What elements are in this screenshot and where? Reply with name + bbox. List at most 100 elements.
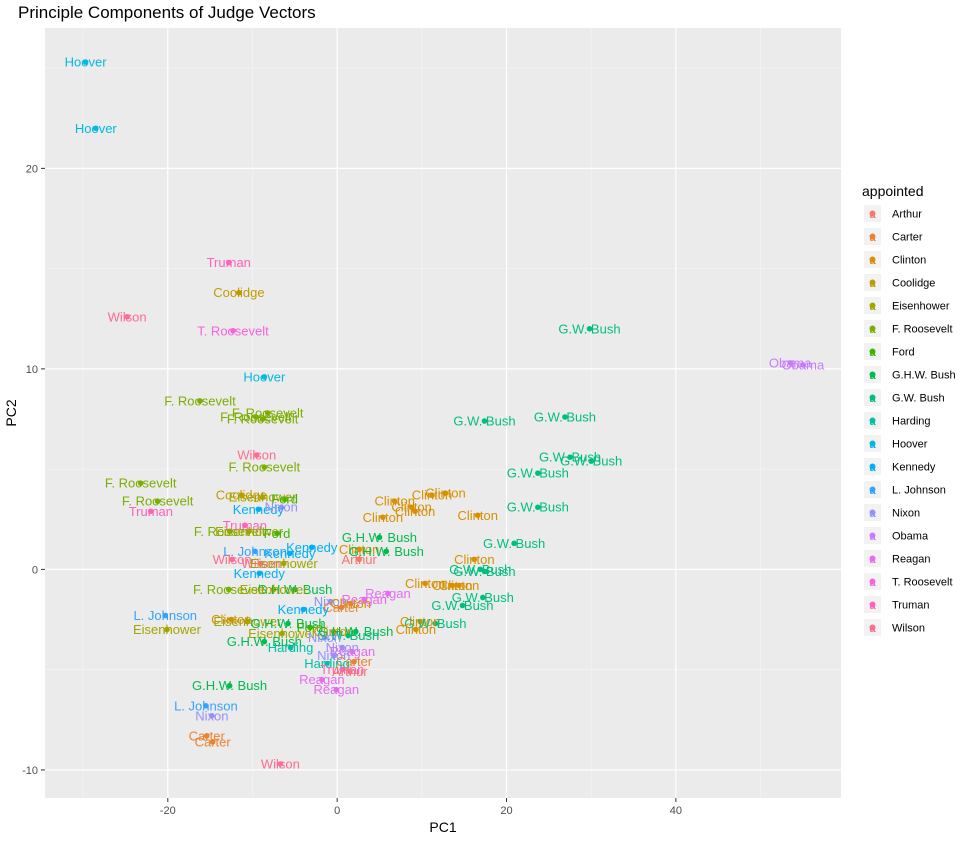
data-label: Clinton <box>457 508 497 523</box>
legend-point <box>869 440 876 447</box>
data-label: G.W. Bush <box>317 628 379 643</box>
data-label: Nixon <box>195 708 228 723</box>
data-point <box>256 570 263 577</box>
data-point <box>356 546 362 553</box>
data-label: Carter <box>323 600 360 615</box>
data-point <box>226 528 233 535</box>
legend-title: appointed <box>862 183 924 199</box>
data-label: Clinton <box>454 552 494 567</box>
data-point <box>319 676 325 683</box>
data-label: F. Roosevelt <box>193 582 265 597</box>
data-label: Reagan <box>299 672 345 687</box>
data-label: G.W. Bush <box>507 500 569 515</box>
data-point <box>162 612 169 619</box>
data-label: Kennedy <box>286 540 338 555</box>
data-label: F. Roosevelt <box>164 393 236 408</box>
data-label: G.W. Bush <box>449 562 511 577</box>
data-label: G.H.W. Bush <box>349 544 424 559</box>
legend-label: Arthur <box>892 209 922 221</box>
data-point <box>349 648 356 655</box>
data-point <box>347 600 354 607</box>
data-point <box>456 582 462 589</box>
data-point <box>321 634 328 641</box>
legend-glyph: a <box>869 416 876 428</box>
data-point <box>586 325 593 332</box>
data-label: Truman <box>223 518 267 533</box>
legend-glyph: a <box>869 462 876 474</box>
data-point <box>286 550 293 557</box>
data-label: G.H.W. Bush <box>192 678 267 693</box>
data-point <box>225 586 232 593</box>
data-point <box>203 733 210 739</box>
legend-label: Ford <box>892 347 915 359</box>
data-label: Arthur <box>332 664 368 679</box>
data-label: Wilson <box>237 448 276 463</box>
data-label: Clinton <box>439 578 479 593</box>
data-label: Arthur <box>341 552 377 567</box>
data-point <box>300 606 307 613</box>
data-point <box>347 668 353 675</box>
legend-point <box>869 486 876 493</box>
legend-point <box>869 371 876 378</box>
data-label: Ford <box>297 620 324 635</box>
data-label: Wilson <box>213 552 252 567</box>
data-label: G.W. Bush <box>404 616 466 631</box>
data-label: G.W. Bush <box>431 598 493 613</box>
legend-point <box>869 555 876 562</box>
data-point <box>281 560 287 567</box>
data-label: G.W. Bush <box>539 450 601 465</box>
data-point <box>137 480 144 486</box>
legend-point <box>869 256 876 263</box>
data-point <box>481 568 488 575</box>
data-point <box>278 504 285 511</box>
data-point <box>474 512 481 519</box>
data-label: Kennedy <box>264 546 316 561</box>
data-label: Reagan <box>341 592 387 607</box>
data-point <box>588 458 594 464</box>
legend-glyph: a <box>869 554 876 566</box>
data-point <box>383 548 390 555</box>
data-point <box>253 414 259 420</box>
y-tick-label: 10 <box>26 364 38 376</box>
legend-label: Carter <box>892 232 923 244</box>
chart-title: Principle Components of Judge Vectors <box>18 3 316 22</box>
legend-glyph: a <box>869 255 876 267</box>
data-point <box>345 632 351 639</box>
data-point <box>259 416 266 422</box>
data-point <box>459 602 466 609</box>
data-point <box>270 586 277 593</box>
y-tick-label: 0 <box>32 564 38 576</box>
data-label: Obama <box>769 355 812 370</box>
data-point <box>226 682 233 689</box>
legend-point <box>869 394 876 401</box>
data-label: Eisenhower <box>250 556 319 571</box>
data-label: F. Roosevelt <box>122 494 194 509</box>
legend-point <box>869 348 876 355</box>
data-point <box>82 59 89 65</box>
data-label: Clinton <box>391 500 431 515</box>
legend-point <box>869 578 876 585</box>
legend-label: Kennedy <box>892 462 936 474</box>
y-tick-label: 20 <box>26 163 38 175</box>
legend-label: G.W. Bush <box>892 393 945 405</box>
legend-label: Eisenhower <box>892 301 950 313</box>
data-label: Nixon <box>308 630 341 645</box>
legend-glyph: a <box>869 439 876 451</box>
data-label: L. Johnson <box>174 698 238 713</box>
data-label: G.W. Bush <box>453 414 515 429</box>
data-label: F. Roosevelt <box>220 410 292 425</box>
legend-glyph: a <box>869 508 876 520</box>
legend-glyph: a <box>869 324 876 336</box>
data-point <box>356 556 362 563</box>
data-label: Clinton <box>339 542 379 557</box>
data-point <box>307 624 313 631</box>
data-point <box>308 544 315 551</box>
data-label: Truman <box>207 255 251 270</box>
legend-label: Coolidge <box>892 278 935 290</box>
legend-point <box>869 532 876 539</box>
data-label: Clinton <box>363 510 403 525</box>
data-label: Clinton <box>412 488 452 503</box>
legend-label: T. Roosevelt <box>892 577 953 589</box>
x-tick-label: 40 <box>670 805 682 817</box>
